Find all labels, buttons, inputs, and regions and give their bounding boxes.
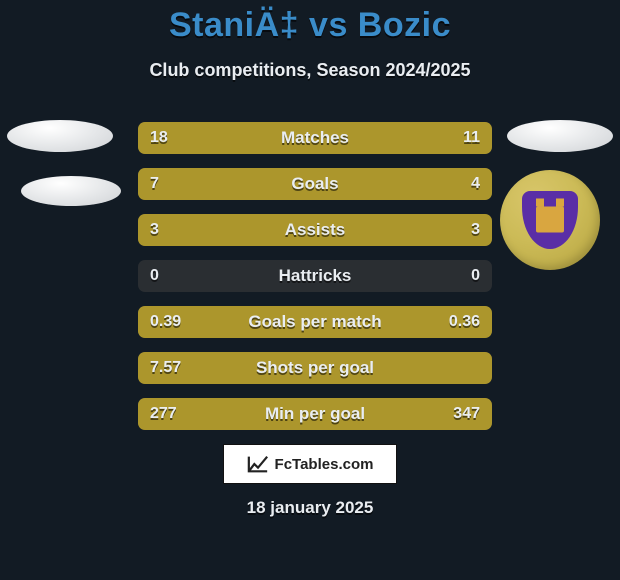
stat-value-right: 11	[463, 122, 480, 154]
player-left-logo-1	[7, 120, 113, 152]
stat-row: Goals per match0.39 0.36	[138, 306, 492, 338]
stat-label: Assists	[138, 214, 492, 246]
chart-line-icon	[247, 453, 269, 475]
stat-label: Matches	[138, 122, 492, 154]
stat-value-left: 277	[150, 398, 177, 430]
player-right-logo-1	[507, 120, 613, 152]
stat-row: Assists3 3	[138, 214, 492, 246]
comparison-card: StaniÄ‡ vs Bozic Club competitions, Seas…	[0, 0, 620, 580]
stat-value-left: 0	[150, 260, 159, 292]
stat-value-left: 0.39	[150, 306, 181, 338]
stat-row: Shots per goal7.57	[138, 352, 492, 384]
shield-icon	[522, 191, 578, 249]
stat-value-left: 3	[150, 214, 159, 246]
stat-row: Matches18 11	[138, 122, 492, 154]
stat-label: Goals per match	[138, 306, 492, 338]
stats-container: Matches18 11 Goals7 4 Assists3 3 Hattricks0 0 Go…	[138, 122, 492, 444]
stat-value-right: 0	[471, 260, 480, 292]
season-subtitle: Club competitions, Season 2024/2025	[0, 60, 620, 81]
stat-value-right: 0.36	[449, 306, 480, 338]
castle-icon	[536, 206, 564, 232]
stat-value-left: 7	[150, 168, 159, 200]
brand-box[interactable]: FcTables.com	[223, 444, 397, 484]
stat-label: Goals	[138, 168, 492, 200]
brand-label: FcTables.com	[275, 456, 374, 473]
stat-value-right: 4	[471, 168, 480, 200]
stat-value-right: 347	[453, 398, 480, 430]
stat-value-left: 18	[150, 122, 168, 154]
player-left-logo-2	[21, 176, 121, 206]
stat-row: Goals7 4	[138, 168, 492, 200]
stat-value-right: 3	[471, 214, 480, 246]
stat-row: Hattricks0 0	[138, 260, 492, 292]
stat-label: Hattricks	[138, 260, 492, 292]
stat-row: Min per goal277 347	[138, 398, 492, 430]
stat-label: Shots per goal	[138, 352, 492, 384]
player-right-club-badge	[500, 170, 600, 270]
stat-value-left: 7.57	[150, 352, 181, 384]
footer-date: 18 january 2025	[0, 498, 620, 518]
stat-label: Min per goal	[138, 398, 492, 430]
page-title: StaniÄ‡ vs Bozic	[0, 6, 620, 45]
